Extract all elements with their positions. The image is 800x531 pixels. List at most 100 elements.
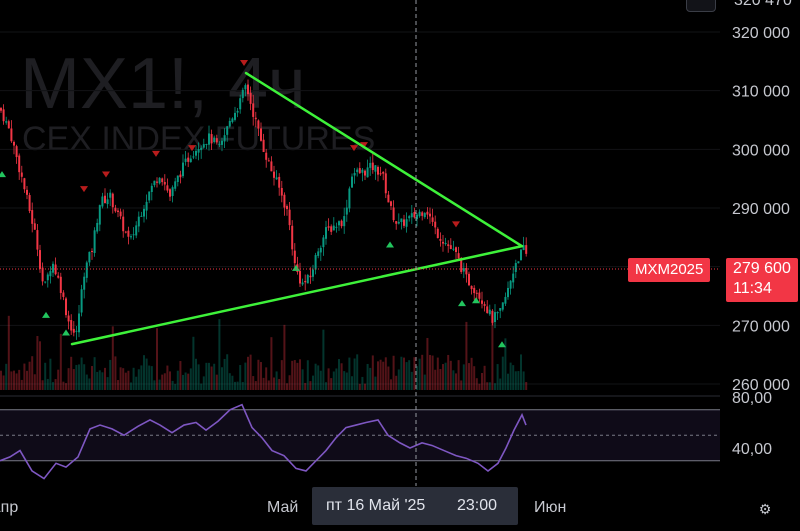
- candle-body: [15, 146, 18, 158]
- sell-signal: [188, 145, 196, 152]
- candle-body: [509, 280, 512, 289]
- candle-body: [345, 207, 348, 215]
- candle-body: [96, 222, 99, 232]
- candle-body: [205, 144, 208, 146]
- volume-bar: [462, 364, 465, 390]
- candle-body: [379, 173, 382, 175]
- price-tick-label: 260 000: [732, 377, 790, 394]
- volume-bar: [304, 382, 307, 390]
- volume-bar: [62, 381, 65, 390]
- crosshair-time: 23:00: [457, 497, 498, 514]
- candle-body: [335, 226, 338, 228]
- volume-bar: [325, 382, 327, 390]
- volume-bar: [343, 371, 346, 390]
- volume-bar: [306, 360, 309, 390]
- candle-body: [241, 89, 244, 99]
- candle-body: [10, 128, 13, 142]
- bar-countdown: 11:34: [733, 280, 772, 297]
- candle-body: [231, 118, 234, 123]
- volume-bar: [223, 358, 226, 390]
- volume-bar: [41, 380, 44, 390]
- volume-bar: [158, 379, 161, 390]
- volume-bar: [59, 333, 62, 390]
- candle-body: [270, 161, 273, 172]
- volume-bar: [104, 367, 106, 390]
- volume-bar: [88, 378, 91, 390]
- time-label-may: Май: [267, 499, 298, 516]
- candle-body: [504, 296, 507, 304]
- volume-bar: [189, 368, 192, 390]
- last-price-tag: 279 600 11:34: [726, 258, 798, 302]
- buy-signal: [472, 297, 480, 304]
- volume-bar: [33, 374, 36, 390]
- volume-bar: [444, 362, 447, 390]
- volume-bar: [512, 365, 515, 390]
- volume-bar: [390, 379, 392, 390]
- volume-bar: [239, 365, 242, 390]
- time-axis[interactable]: Апр Май Июн: [0, 499, 566, 516]
- candle-body: [358, 168, 361, 174]
- volume-bar: [0, 370, 2, 390]
- candle-body: [46, 274, 49, 281]
- candle-body: [475, 292, 478, 294]
- candle-body: [460, 257, 463, 273]
- candle-body: [525, 245, 528, 254]
- candle-body: [101, 196, 104, 207]
- candle-body: [49, 271, 52, 277]
- candle-body: [57, 275, 60, 278]
- gear-icon[interactable]: ⚙: [758, 501, 772, 517]
- candle-body: [286, 206, 288, 210]
- candle-body: [189, 158, 192, 163]
- volume-bar: [429, 354, 431, 390]
- candle-body: [267, 160, 270, 162]
- candle-body: [260, 128, 262, 141]
- trendline-upper: [244, 71, 524, 248]
- rsi-axis[interactable]: 80,00 40,00: [732, 390, 772, 458]
- price-tick-label: 290 000: [732, 201, 790, 218]
- volume-bar: [436, 357, 439, 390]
- candle-body: [280, 187, 283, 196]
- candle-body: [150, 185, 153, 192]
- volume-bar: [119, 367, 122, 390]
- chart-settings-button[interactable]: [686, 0, 716, 12]
- volume-bar: [117, 380, 119, 390]
- volume-bar: [244, 362, 247, 390]
- volume-bar: [322, 329, 325, 390]
- trendlines[interactable]: [70, 71, 524, 346]
- buy-signal: [42, 311, 50, 318]
- candle-body: [114, 207, 117, 212]
- candle-body: [65, 298, 67, 316]
- volume-bar: [470, 357, 473, 390]
- candle-body: [262, 139, 265, 153]
- volume-bar: [215, 374, 218, 390]
- candle-body: [85, 262, 88, 278]
- candle-body: [473, 287, 476, 294]
- candle-body: [520, 249, 522, 261]
- candle-body: [223, 135, 226, 142]
- candle-body: [351, 176, 353, 188]
- candle-body: [439, 239, 442, 241]
- candle-body: [410, 213, 413, 218]
- candle-body: [377, 166, 379, 175]
- price-tick-label: 320 000: [732, 25, 790, 42]
- candle-body: [395, 221, 398, 224]
- candle-body: [83, 276, 86, 290]
- volume-bar: [130, 382, 132, 390]
- candle-body: [340, 220, 343, 227]
- volume-bar: [67, 368, 70, 390]
- candle-body: [137, 216, 140, 227]
- candle-body: [158, 177, 161, 184]
- volume-bar: [327, 368, 330, 390]
- candle-body: [309, 275, 312, 278]
- volume-bar: [351, 376, 353, 390]
- volume-bar: [65, 383, 67, 390]
- candle-body: [26, 189, 28, 195]
- candle-body: [322, 237, 325, 248]
- candle-body: [330, 226, 333, 232]
- volume-bar: [205, 362, 208, 390]
- volume-bar: [384, 357, 387, 390]
- candle-body: [75, 330, 78, 332]
- candle-body: [169, 189, 171, 197]
